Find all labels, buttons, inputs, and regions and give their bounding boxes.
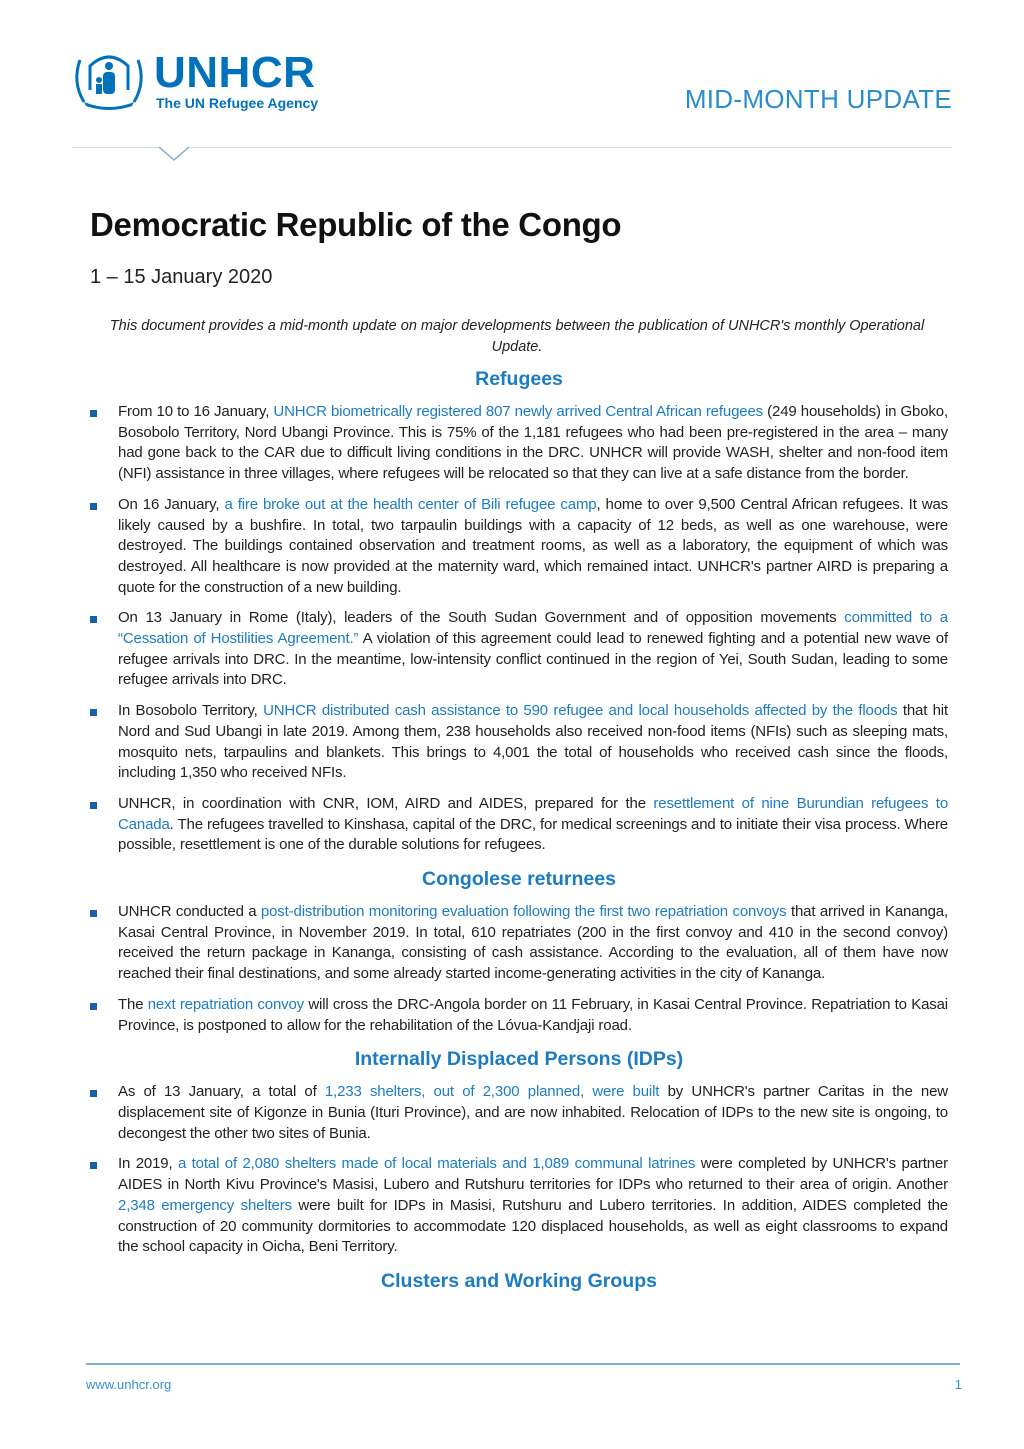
chevron-down-icon [158, 146, 190, 161]
inline-link[interactable]: UNHCR distributed cash assistance to 590… [263, 702, 898, 720]
bullet-square-icon [90, 801, 97, 809]
bullet-item: UNHCR, in coordination with CNR, IOM, AI… [90, 794, 948, 856]
unhcr-logo: UNHCR The UN Refugee Agency [70, 50, 318, 112]
inline-link[interactable]: a fire broke out at the health center of… [224, 495, 597, 513]
logo-wordmark: UNHCR [154, 48, 316, 97]
bullet-item: In 2019, a total of 2,080 shelters made … [90, 1154, 948, 1258]
inline-link[interactable]: 1,233 shelters, out of 2,300 planned, we… [324, 1083, 660, 1101]
bullet-square-icon [90, 1002, 97, 1010]
bullet-text: , home to over 9,500 Central African ref… [118, 495, 948, 596]
bullet-text: On 13 January in Rome (Italy), leaders o… [118, 609, 845, 627]
bullet-item: On 13 January in Rome (Italy), leaders o… [90, 608, 948, 691]
bullet-square-icon [90, 1090, 97, 1098]
bullet-item: As of 13 January, a total of 1,233 shelt… [90, 1082, 948, 1144]
footer-website-link[interactable]: www.unhcr.org [86, 1377, 172, 1392]
bullet-text: that arrived in Kananga, Kasai Central P… [118, 903, 949, 983]
inline-link[interactable]: a total of 2,080 shelters made of local … [177, 1155, 696, 1173]
bullet-item: From 10 to 16 January, UNHCR biometrical… [90, 402, 948, 485]
bullet-text: UNHCR, in coordination with CNR, IOM, AI… [118, 794, 654, 812]
unhcr-emblem-icon [75, 55, 143, 110]
inline-link[interactable]: 2,348 emergency shelters [118, 1196, 292, 1214]
bullet-item: In Bosobolo Territory, UNHCR distributed… [90, 701, 948, 784]
bullet-item: On 16 January, a fire broke out at the h… [90, 495, 948, 599]
bullet-text: will cross the DRC-Angola border on 11 F… [118, 995, 948, 1034]
section-heading: Refugees [475, 368, 563, 390]
update-type-label: MID-MONTH UPDATE [684, 84, 952, 114]
section-heading: Clusters and Working Groups [381, 1269, 657, 1292]
inline-link[interactable]: UNHCR biometrically registered 807 newly… [273, 403, 763, 420]
inline-link[interactable]: next repatriation convoy [147, 995, 305, 1013]
logo-tagline: The UN Refugee Agency [156, 95, 319, 111]
bullet-text: were completed by UNHCR's partner AIDES … [118, 1155, 948, 1194]
bullet-text: As of 13 January, a total of [118, 1083, 325, 1101]
bullet-text: (249 households) in Gboko, Bosobolo Terr… [118, 403, 948, 483]
bullet-square-icon [90, 410, 97, 417]
page-number: 1 [954, 1377, 962, 1392]
inline-link[interactable]: post-distribution monitoring evaluation … [260, 903, 787, 921]
inline-link[interactable]: committed to a “Cessation of Hostilities… [118, 609, 948, 648]
bullet-text: In Bosobolo Territory, [118, 702, 264, 720]
bullet-square-icon [90, 616, 97, 624]
bullet-text: In 2019, [118, 1155, 178, 1173]
bullet-square-icon [90, 910, 97, 918]
bullet-text: that hit Nord and Sud Ubangi in late 201… [118, 702, 948, 782]
section-heading: Internally Displaced Persons (IDPs) [354, 1048, 684, 1071]
bullet-text: The [118, 995, 148, 1013]
document-body: Refugees From 10 to 16 January, UNHCR bio… [90, 366, 948, 1304]
bullet-item: UNHCR conducted a post-distribution moni… [90, 902, 948, 985]
bullet-square-icon [90, 709, 97, 717]
bullet-text: by UNHCR's partner Caritas in the new di… [118, 1083, 948, 1142]
report-period: 1 – 15 January 2020 [90, 266, 273, 288]
page-title: Democratic Republic of the Congo [90, 206, 622, 243]
bullet-square-icon [90, 502, 97, 510]
bullet-text: UNHCR conducted a [118, 903, 261, 921]
section-heading: Congolese returnees [422, 868, 616, 891]
bullet-item: The next repatriation convoy will cross … [90, 995, 948, 1036]
bullet-text: On 16 January, [118, 495, 225, 513]
inline-link[interactable]: resettlement of nine Burundian refugees … [118, 794, 949, 833]
intro-note: This document provides a mid-month updat… [109, 318, 925, 355]
bullet-text: were built for IDPs in Masisi, Rutshuru … [118, 1196, 949, 1256]
bullet-text: . The refugees travelled to Kinshasa, ca… [118, 815, 948, 854]
bullet-square-icon [90, 1162, 97, 1170]
bullet-text: From 10 to 16 January, [118, 403, 274, 420]
footer-divider [86, 1363, 960, 1365]
bullet-text: A violation of this agreement could lead… [118, 630, 948, 689]
header-divider [72, 147, 952, 148]
